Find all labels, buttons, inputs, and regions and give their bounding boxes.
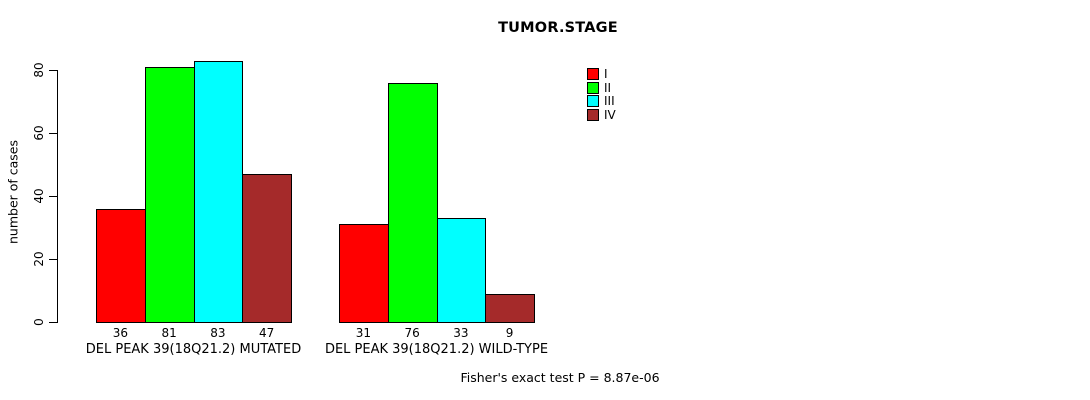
bar-value-label: 76 xyxy=(404,326,420,340)
y-tick-label: 0 xyxy=(32,318,46,326)
group-label: DEL PEAK 39(18Q21.2) MUTATED xyxy=(85,342,302,357)
y-tick-label: 20 xyxy=(32,251,46,267)
legend-item-I: I xyxy=(587,68,616,80)
y-tick xyxy=(49,196,57,197)
bar-stage-I xyxy=(339,224,389,323)
y-tick-label: 80 xyxy=(32,62,46,78)
bar-value-label: 31 xyxy=(355,326,372,340)
group-label: DEL PEAK 39(18Q21.2) WILD-TYPE xyxy=(324,342,549,357)
legend-label: I xyxy=(604,67,608,81)
legend-label: IV xyxy=(604,107,616,122)
bar-stage-II xyxy=(144,66,195,323)
bar-stage-III xyxy=(193,60,244,323)
legend-swatch xyxy=(587,68,599,80)
bar-stage-I xyxy=(96,208,146,323)
y-tick xyxy=(49,70,57,71)
bar-value-label: 9 xyxy=(505,326,514,340)
y-tick xyxy=(49,133,57,134)
bar-value-label: 36 xyxy=(112,326,129,340)
bar-value-label: 47 xyxy=(258,326,275,340)
legend-item-III: III xyxy=(587,95,616,107)
y-tick xyxy=(49,259,57,260)
legend-swatch xyxy=(587,81,599,94)
bar-value-label: 81 xyxy=(161,326,177,340)
bar-stage-IV xyxy=(485,293,535,323)
legend: I II III IV xyxy=(587,68,616,122)
bar-stage-II xyxy=(387,82,438,323)
bar-value-label: 83 xyxy=(210,326,226,340)
bar-value-label: 33 xyxy=(453,326,469,340)
y-tick-label: 60 xyxy=(32,125,46,141)
bar-stage-IV xyxy=(242,173,292,323)
fisher-test-annotation: Fisher's exact test P = 8.87e-06 xyxy=(460,370,660,385)
y-tick xyxy=(49,322,57,323)
legend-swatch xyxy=(587,95,599,107)
legend-label: II xyxy=(604,80,612,95)
legend-label: III xyxy=(604,94,615,108)
chart-title: TUMOR.STAGE xyxy=(498,20,618,36)
legend-item-IV: IV xyxy=(587,107,616,122)
legend-item-II: II xyxy=(587,80,616,95)
y-tick-label: 40 xyxy=(32,188,46,204)
y-axis-label: number of cases xyxy=(5,139,21,245)
bar-stage-III xyxy=(436,218,487,323)
y-axis-line xyxy=(57,70,58,323)
legend-swatch xyxy=(587,108,599,121)
